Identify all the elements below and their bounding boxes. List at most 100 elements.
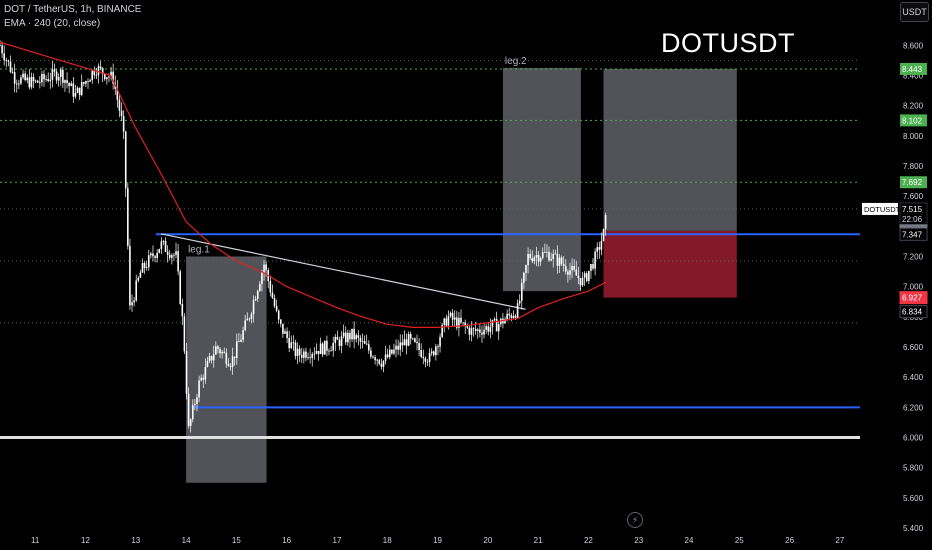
- candle-body: [66, 80, 68, 84]
- symbol-tag-text: DOTUSDT: [864, 205, 901, 214]
- candle-body: [324, 340, 326, 355]
- candle-body: [412, 338, 414, 340]
- candle-body: [187, 393, 190, 427]
- currency-button[interactable]: USDT: [900, 2, 929, 22]
- lightning-icon[interactable]: ⚡: [627, 512, 643, 528]
- date-tick-label: 15: [232, 536, 241, 545]
- candle-body: [284, 331, 286, 334]
- candle-body: [460, 317, 462, 323]
- candle-body: [533, 257, 536, 262]
- candle-body: [349, 332, 351, 340]
- candle-body: [487, 326, 490, 332]
- candle-body: [298, 348, 301, 355]
- candle-body: [374, 357, 376, 361]
- candle-body: [286, 331, 288, 339]
- candle-body: [279, 319, 282, 324]
- date-tick-label: 22: [584, 536, 593, 545]
- price-label-text: 6.927: [902, 294, 923, 303]
- candle-body: [143, 263, 146, 268]
- candle-body: [562, 264, 565, 267]
- candle-body: [124, 131, 127, 189]
- candle-body: [68, 83, 70, 87]
- candle-body: [106, 77, 108, 80]
- candle-body: [342, 332, 345, 337]
- candle-body: [430, 351, 433, 354]
- leg-box-1: [186, 256, 267, 483]
- candle-body: [485, 326, 487, 330]
- date-tick-label: 24: [685, 536, 694, 545]
- candle-body: [135, 280, 138, 301]
- candle-body: [590, 264, 592, 271]
- price-label-badge: [899, 305, 928, 319]
- candle-body: [305, 351, 307, 358]
- price-label-text: 7.347: [902, 230, 923, 239]
- candle-body: [311, 354, 314, 358]
- candle-body: [520, 282, 523, 301]
- candle-body: [64, 80, 66, 83]
- take-profit-price-badge: [900, 176, 927, 189]
- candle-body: [300, 354, 303, 358]
- candle-body: [347, 332, 349, 343]
- candle-body: [403, 339, 406, 346]
- candle-body: [409, 333, 412, 339]
- candle-body: [273, 298, 276, 306]
- candle-body: [560, 257, 563, 265]
- candle-body: [26, 77, 29, 81]
- bar-countdown-text: 22:06: [902, 215, 923, 224]
- candle-body: [225, 352, 228, 364]
- candle-body: [466, 326, 469, 328]
- candle-body: [47, 79, 49, 82]
- candle-body: [129, 245, 131, 306]
- candle-body: [479, 329, 481, 333]
- date-tick-label: 13: [131, 536, 140, 545]
- price-tick-label: 6.200: [903, 403, 924, 412]
- candle-body: [24, 73, 26, 81]
- candle-body: [57, 76, 60, 81]
- candle-body: [85, 81, 87, 84]
- candle-body: [388, 349, 391, 358]
- candle-body: [175, 251, 177, 255]
- candle-body: [558, 257, 561, 266]
- candle-body: [376, 359, 378, 361]
- candle-body: [573, 266, 575, 270]
- candle-body: [70, 83, 73, 87]
- ema-line: [0, 41, 607, 328]
- candle-body: [162, 240, 165, 242]
- candle-body: [13, 72, 16, 84]
- price-label-badge: [899, 227, 928, 241]
- date-tick-label: 25: [735, 536, 744, 545]
- candle-body: [108, 76, 110, 78]
- candle-body: [141, 263, 144, 273]
- candle-body: [386, 354, 389, 358]
- candle-body: [313, 353, 316, 355]
- candle-body: [317, 350, 320, 355]
- candle-body: [233, 356, 236, 358]
- take-profit-price-badge: [900, 114, 927, 127]
- price-tick-label: 6.400: [903, 373, 924, 382]
- candle-body: [198, 380, 200, 398]
- candle-body: [456, 317, 458, 328]
- date-tick-label: 11: [31, 536, 40, 545]
- price-label-badge: [899, 291, 928, 305]
- date-tick-label: 27: [835, 536, 844, 545]
- candle-body: [588, 270, 590, 282]
- candle-body: [99, 66, 102, 68]
- candle-body: [103, 74, 106, 80]
- candle-body: [600, 241, 603, 250]
- candle-body: [229, 365, 232, 367]
- candle-body: [30, 76, 33, 88]
- candle-body: [204, 366, 207, 380]
- price-tick-label: 6.000: [903, 433, 924, 442]
- date-tick-label: 19: [433, 536, 442, 545]
- candle-body: [296, 348, 299, 357]
- candle-body: [78, 87, 81, 96]
- candle-body: [357, 335, 360, 338]
- candle-body: [491, 320, 494, 328]
- candle-body: [9, 61, 12, 72]
- candle-body: [453, 317, 456, 320]
- candle-body: [74, 92, 77, 97]
- candle-body: [372, 356, 374, 358]
- candle-body: [43, 73, 45, 80]
- candle-body: [15, 83, 18, 85]
